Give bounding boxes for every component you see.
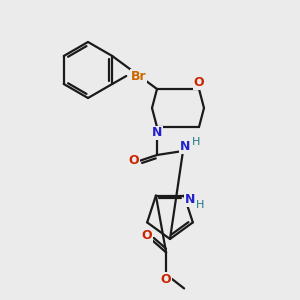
Text: O: O	[142, 229, 152, 242]
Text: O: O	[194, 76, 204, 89]
Text: H: H	[192, 137, 200, 147]
Text: N: N	[152, 127, 162, 140]
Text: O: O	[161, 273, 171, 286]
Text: H: H	[196, 200, 204, 210]
Text: N: N	[185, 193, 195, 206]
Text: O: O	[129, 154, 139, 167]
Text: Br: Br	[130, 70, 146, 83]
Text: N: N	[180, 140, 190, 154]
